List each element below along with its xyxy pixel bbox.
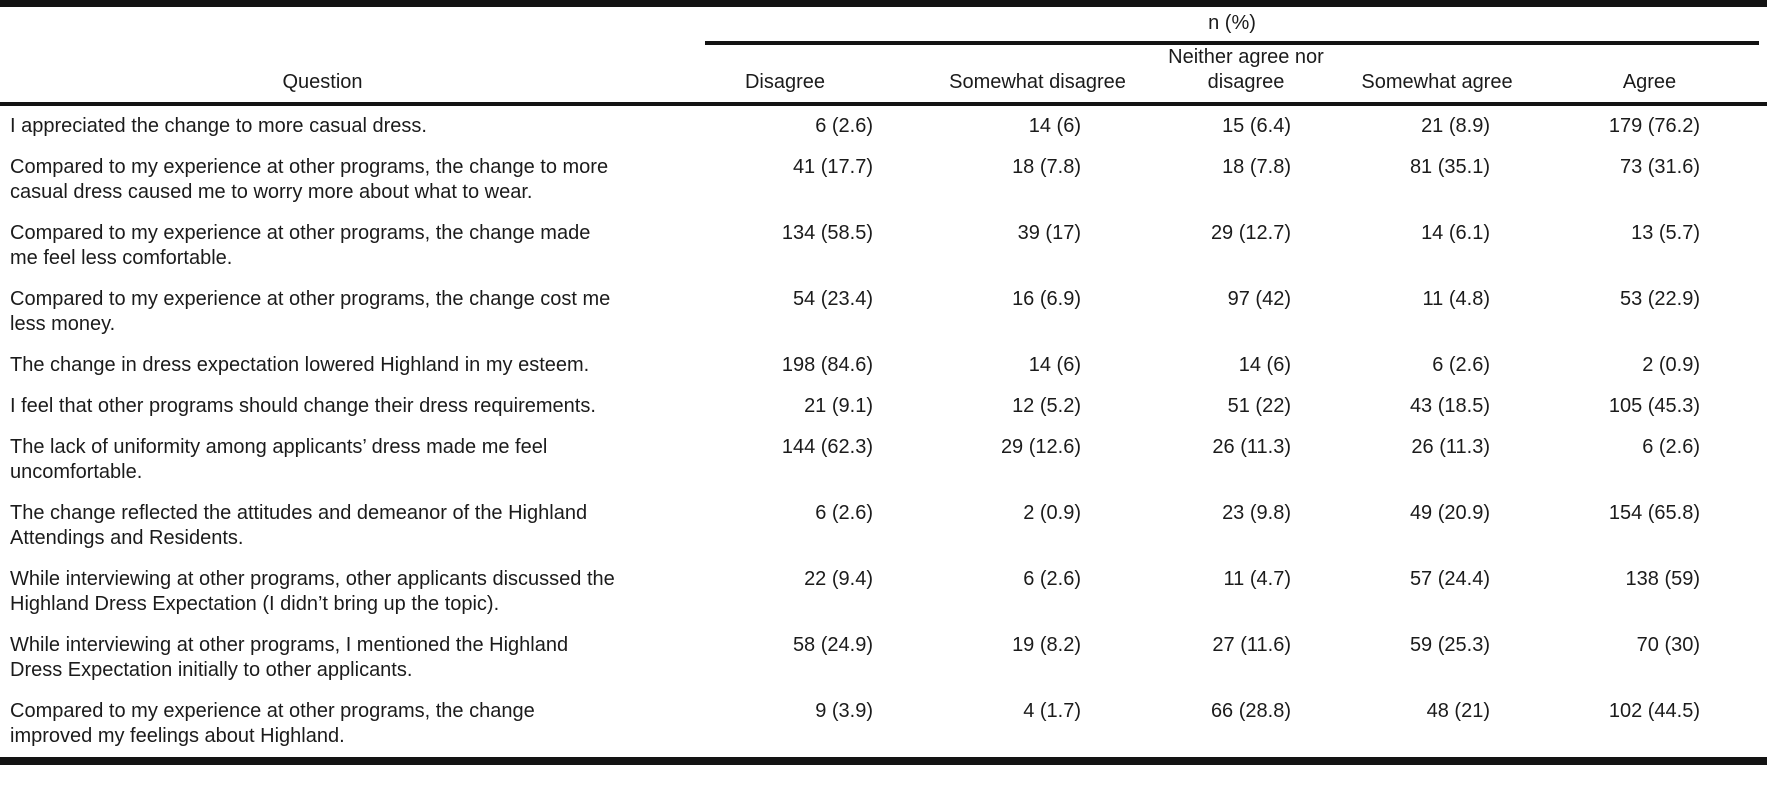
value-cell: 14 (6) xyxy=(1028,354,1081,376)
value-cell: 66 (28.8) xyxy=(1210,700,1291,722)
column-header-neither-agree-nor-disagree: Neither agree nor disagree xyxy=(1150,45,1342,106)
value-cell: 19 (8.2) xyxy=(1012,634,1081,656)
column-header-somewhat-agree: Somewhat agree xyxy=(1342,45,1532,106)
value-cell: 12 (5.2) xyxy=(1012,395,1081,417)
value-cell: 6 (2.6) xyxy=(815,115,873,137)
value-cell: 102 (44.5) xyxy=(1608,700,1701,722)
value-cell: 105 (45.3) xyxy=(1608,395,1701,417)
value-cell: 14 (6) xyxy=(1238,354,1291,376)
value-cell: 21 (8.9) xyxy=(1421,115,1490,137)
table-row: While interviewing at other programs, ot… xyxy=(0,559,1767,625)
value-cell: 11 (4.7) xyxy=(1223,568,1291,590)
table-body: I appreciated the change to more casual … xyxy=(0,104,1767,761)
value-cell: 51 (22) xyxy=(1227,395,1291,417)
value-cell: 22 (9.4) xyxy=(804,568,873,590)
value-cell: 14 (6.1) xyxy=(1421,222,1490,244)
table-row: Compared to my experience at other progr… xyxy=(0,279,1767,345)
table-row: The lack of uniformity among applicants’… xyxy=(0,427,1767,493)
value-cell: 6 (2.6) xyxy=(1023,568,1081,590)
question-cell: The change in dress expectation lowered … xyxy=(10,354,590,376)
value-cell: 48 (21) xyxy=(1426,700,1490,722)
question-cell: The lack of uniformity among applicants’… xyxy=(10,436,548,483)
value-cell: 144 (62.3) xyxy=(781,436,873,458)
value-cell: 18 (7.8) xyxy=(1012,156,1081,178)
value-cell: 13 (5.7) xyxy=(1631,222,1701,244)
column-header-question: Question xyxy=(0,45,645,106)
column-header-agree: Agree xyxy=(1532,45,1767,106)
table-row: I feel that other programs should change… xyxy=(0,386,1767,427)
question-cell: While interviewing at other programs, I … xyxy=(10,634,569,681)
survey-results-table: n (%) Question Disagree Somewhat disagre… xyxy=(0,0,1767,765)
table-row: Compared to my experience at other progr… xyxy=(0,213,1767,279)
value-cell: 58 (24.9) xyxy=(792,634,873,656)
table-header: n (%) Question Disagree Somewhat disagre… xyxy=(0,4,1767,106)
value-cell: 16 (6.9) xyxy=(1012,288,1081,310)
value-cell: 26 (11.3) xyxy=(1212,436,1291,458)
column-header-disagree: Disagree xyxy=(645,45,925,106)
table-row: I appreciated the change to more casual … xyxy=(0,104,1767,147)
question-cell: I appreciated the change to more casual … xyxy=(10,115,427,137)
table-row: The change in dress expectation lowered … xyxy=(0,345,1767,386)
value-cell: 26 (11.3) xyxy=(1411,436,1490,458)
value-cell: 2 (0.9) xyxy=(1023,502,1081,524)
value-cell: 81 (35.1) xyxy=(1409,156,1490,178)
value-cell: 57 (24.4) xyxy=(1409,568,1490,590)
spanner-row: n (%) xyxy=(0,4,1767,46)
value-cell: 179 (76.2) xyxy=(1608,115,1701,137)
value-cell: 6 (2.6) xyxy=(815,502,873,524)
question-cell: I feel that other programs should change… xyxy=(10,395,596,417)
value-cell: 29 (12.6) xyxy=(1000,436,1081,458)
value-cell: 11 (4.8) xyxy=(1422,288,1490,310)
table-row: While interviewing at other programs, I … xyxy=(0,625,1767,691)
value-cell: 41 (17.7) xyxy=(792,156,873,178)
spanner-spacer xyxy=(0,4,645,46)
value-cell: 43 (18.5) xyxy=(1409,395,1490,417)
question-cell: Compared to my experience at other progr… xyxy=(10,222,591,269)
question-cell: The change reflected the attitudes and d… xyxy=(10,502,588,549)
value-cell: 97 (42) xyxy=(1227,288,1291,310)
table-row: The change reflected the attitudes and d… xyxy=(0,493,1767,559)
column-header-row: Question Disagree Somewhat disagree Neit… xyxy=(0,45,1767,106)
value-cell: 15 (6.4) xyxy=(1222,115,1291,137)
n-percent-spanner-cell: n (%) xyxy=(645,4,1767,45)
value-cell: 49 (20.9) xyxy=(1409,502,1490,524)
value-cell: 9 (3.9) xyxy=(815,700,873,722)
value-cell: 138 (59) xyxy=(1625,568,1701,590)
value-cell: 6 (2.6) xyxy=(1432,354,1490,376)
value-cell: 54 (23.4) xyxy=(792,288,873,310)
value-cell: 6 (2.6) xyxy=(1642,436,1701,458)
value-cell: 2 (0.9) xyxy=(1642,354,1701,376)
question-cell: Compared to my experience at other progr… xyxy=(10,156,609,203)
table-row: Compared to my experience at other progr… xyxy=(0,147,1767,213)
value-cell: 198 (84.6) xyxy=(781,354,873,376)
table-row: Compared to my experience at other progr… xyxy=(0,691,1767,761)
value-cell: 21 (9.1) xyxy=(804,395,873,417)
value-cell: 70 (30) xyxy=(1636,634,1701,656)
value-cell: 73 (31.6) xyxy=(1619,156,1701,178)
value-cell: 27 (11.6) xyxy=(1212,634,1291,656)
question-cell: While interviewing at other programs, ot… xyxy=(10,568,615,615)
value-cell: 59 (25.3) xyxy=(1409,634,1490,656)
value-cell: 18 (7.8) xyxy=(1222,156,1291,178)
value-cell: 29 (12.7) xyxy=(1210,222,1291,244)
value-cell: 134 (58.5) xyxy=(781,222,873,244)
value-cell: 14 (6) xyxy=(1028,115,1081,137)
n-percent-spanner-label: n (%) xyxy=(705,11,1760,45)
value-cell: 39 (17) xyxy=(1017,222,1081,244)
column-header-somewhat-disagree: Somewhat disagree xyxy=(925,45,1150,106)
value-cell: 154 (65.8) xyxy=(1608,502,1701,524)
value-cell: 53 (22.9) xyxy=(1619,288,1701,310)
value-cell: 23 (9.8) xyxy=(1222,502,1291,524)
question-cell: Compared to my experience at other progr… xyxy=(10,288,611,335)
value-cell: 4 (1.7) xyxy=(1023,700,1081,722)
question-cell: Compared to my experience at other progr… xyxy=(10,700,535,747)
